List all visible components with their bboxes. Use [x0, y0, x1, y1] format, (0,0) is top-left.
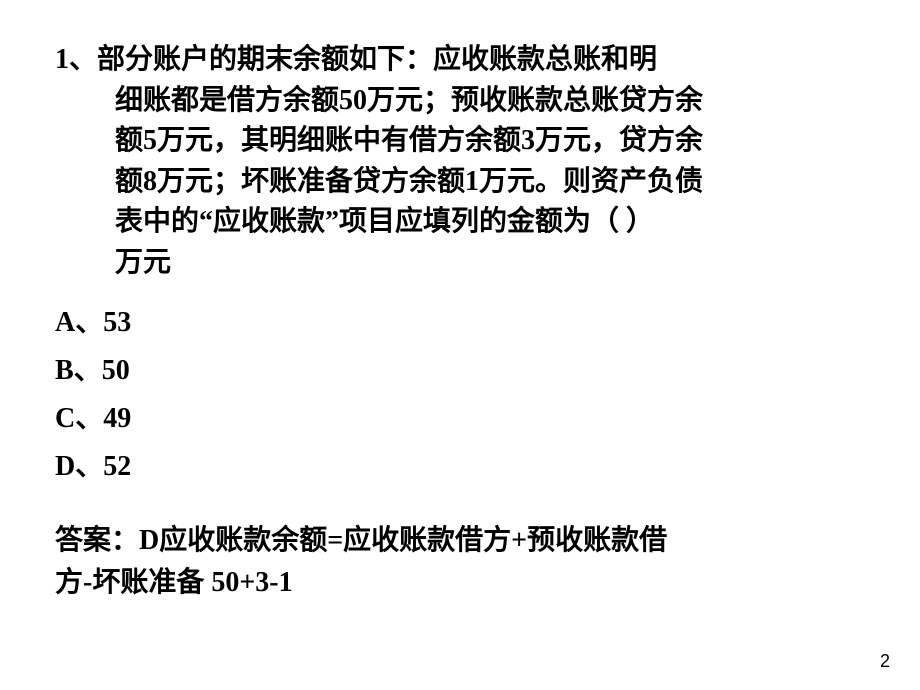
answer-line-1: 答案：D应收账款余额=应收账款借方+预收账款借: [55, 520, 870, 562]
question-line-4: 额8万元；坏账准备贷方余额1万元。则资产负债: [55, 162, 870, 203]
question-line-3: 额5万元，其明细账中有借方余额3万元，贷方余: [55, 121, 870, 162]
question-line-2: 细账都是借方余额50万元；预收账款总账贷方余: [55, 81, 870, 122]
question-number: 1、: [55, 44, 97, 75]
slide: 1、部分账户的期末余额如下：应收账款总账和明 细账都是借方余额50万元；预收账款…: [0, 0, 920, 690]
question-block: 1、部分账户的期末余额如下：应收账款总账和明 细账都是借方余额50万元；预收账款…: [55, 40, 870, 284]
option-d-text: 52: [103, 451, 131, 482]
option-d-label: D、: [55, 451, 103, 482]
option-b-text: 50: [102, 355, 130, 386]
option-c-text: 49: [103, 403, 131, 434]
option-a-label: A、: [55, 307, 103, 338]
option-a-text: 53: [103, 307, 131, 338]
options-block: A、53 B、50 C、49 D、52: [55, 300, 870, 484]
option-d: D、52: [55, 444, 870, 484]
question-line-1: 1、部分账户的期末余额如下：应收账款总账和明: [55, 40, 870, 81]
option-b-label: B、: [55, 355, 102, 386]
option-c: C、49: [55, 396, 870, 436]
answer-line-2: 方-坏账准备 50+3-1: [55, 562, 870, 604]
question-line-5: 表中的“应收账款”项目应填列的金额为（ ）: [55, 202, 870, 243]
question-text-1: 部分账户的期末余额如下：应收账款总账和明: [97, 44, 657, 75]
question-line-6: 万元: [55, 243, 870, 284]
answer-block: 答案：D应收账款余额=应收账款借方+预收账款借 方-坏账准备 50+3-1: [55, 520, 870, 604]
option-b: B、50: [55, 348, 870, 388]
option-c-label: C、: [55, 403, 103, 434]
option-a: A、53: [55, 300, 870, 340]
page-number: 2: [880, 651, 890, 672]
